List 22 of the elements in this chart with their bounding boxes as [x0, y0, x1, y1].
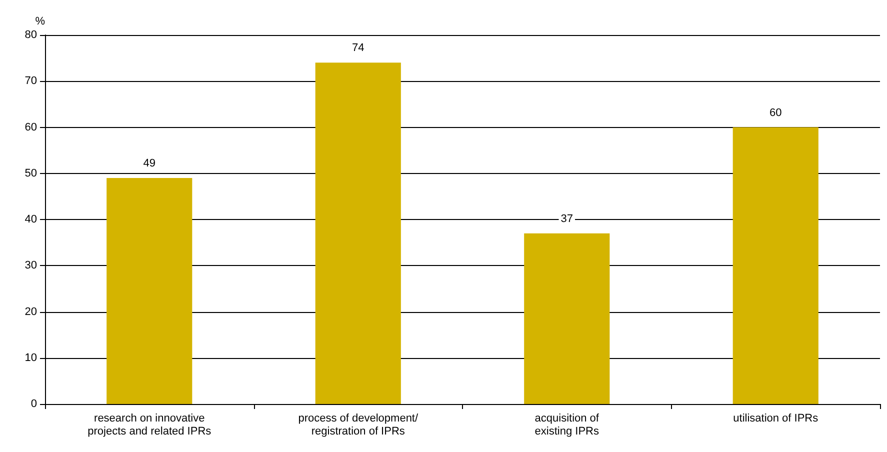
- y-tick-label: 0: [30, 398, 37, 410]
- bar: [315, 62, 401, 404]
- x-tick-label: research on innovative projects and related IPRs: [88, 412, 212, 438]
- data-label: 74: [352, 42, 364, 54]
- y-tick-label: 70: [24, 75, 37, 88]
- y-tick-label: 10: [24, 352, 37, 364]
- bar: [732, 127, 818, 404]
- bar: [106, 178, 192, 404]
- x-tick-label: utilisation of IPRs: [733, 412, 819, 424]
- bar: [524, 233, 610, 404]
- x-tick-label: acquisition of existing IPRs: [534, 412, 600, 438]
- data-label: 49: [143, 157, 156, 170]
- y-axis-title: %: [35, 16, 46, 28]
- y-tick-label: 50: [24, 167, 37, 180]
- data-label: 60: [770, 106, 782, 119]
- y-tick-label: 30: [24, 260, 37, 272]
- y-tick-label: 20: [24, 306, 37, 318]
- y-tick-label: 60: [24, 121, 37, 134]
- x-tick-label: process of development/ registration of IPRs: [298, 412, 419, 438]
- y-tick-label: 80: [24, 29, 37, 41]
- data-label: 37: [560, 212, 573, 225]
- y-tick-label: 40: [24, 214, 37, 226]
